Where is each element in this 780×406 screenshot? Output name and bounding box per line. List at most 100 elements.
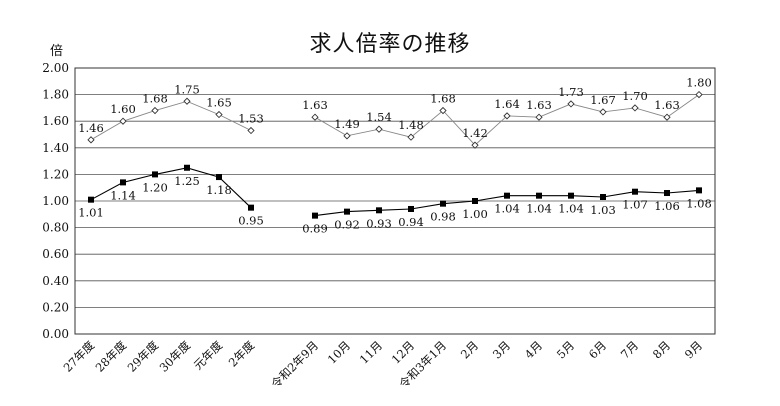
x-category-label: 令和2年9月 (268, 338, 321, 391)
data-point (631, 104, 639, 112)
y-tick-label: 1.40 (42, 141, 69, 155)
data-point (312, 212, 318, 219)
data-point (503, 112, 511, 120)
series-line (90, 100, 252, 141)
y-tick-labels: 0.00 0.20 0.40 0.60 0.80 1.00 1.20 1.40 1.60 1.80… (42, 61, 69, 341)
y-tick-label: 0.80 (42, 221, 69, 235)
y-tick-label: 0.40 (42, 274, 69, 288)
x-category-label: 4月 (522, 338, 545, 361)
data-label: 1.80 (686, 76, 712, 90)
data-label: 1.73 (558, 85, 584, 99)
x-category-label: 7月 (618, 338, 641, 361)
data-point (215, 110, 223, 119)
y-axis-unit-label: 倍 (50, 44, 64, 59)
data-label: 1.42 (462, 126, 488, 140)
x-category-label: 元年度 (191, 338, 226, 373)
data-label: 1.07 (622, 198, 648, 212)
data-label: 0.89 (302, 222, 328, 236)
data-point (567, 100, 575, 108)
data-label: 1.64 (494, 97, 520, 111)
data-point (599, 108, 607, 116)
data-point (152, 171, 158, 178)
data-label: 1.01 (78, 206, 104, 220)
data-point (408, 205, 414, 212)
data-label: 1.14 (110, 188, 136, 202)
data-label: 1.04 (526, 202, 552, 216)
data-label: 1.18 (206, 183, 232, 197)
data-label: 1.63 (654, 98, 680, 112)
data-label: 1.03 (590, 203, 616, 217)
data-point (375, 125, 383, 133)
data-label: 0.93 (366, 216, 392, 230)
data-point (88, 196, 94, 203)
data-label: 1.06 (654, 199, 680, 213)
data-label: 1.54 (366, 110, 392, 124)
y-tick-label: 1.00 (42, 194, 69, 208)
data-point (696, 187, 702, 194)
data-point (183, 97, 191, 105)
data-point (471, 141, 479, 149)
data-label: 1.75 (174, 82, 200, 96)
data-point (632, 188, 638, 195)
data-label: 1.65 (206, 96, 232, 110)
x-category-label: 11月 (357, 338, 385, 366)
y-tick-label: 0.60 (42, 247, 69, 261)
data-label: 1.68 (142, 92, 168, 106)
data-label: 1.04 (494, 202, 520, 216)
x-category-label: 9月 (682, 338, 705, 361)
data-point (184, 164, 190, 171)
data-point (440, 200, 446, 207)
data-point (600, 194, 606, 201)
data-point (311, 113, 319, 121)
grid-layer (75, 67, 715, 335)
x-category-label: 12月 (389, 338, 417, 366)
data-point (343, 132, 351, 140)
data-point (216, 174, 222, 181)
x-category-label: 3月 (490, 338, 513, 361)
data-label: 1.25 (174, 174, 200, 188)
x-category-label: 30年度 (157, 338, 194, 375)
data-label: 1.46 (78, 121, 104, 135)
y-tick-label: 1.20 (42, 167, 69, 181)
data-point (664, 190, 670, 197)
data-point (344, 208, 350, 215)
series-line (90, 167, 252, 209)
data-label: 1.04 (558, 202, 584, 216)
data-label: 1.63 (302, 98, 328, 112)
data-point (663, 113, 671, 121)
data-label: 1.20 (142, 180, 168, 194)
data-label: 1.53 (238, 112, 264, 126)
data-point (439, 106, 447, 115)
series-1: 1.46 1.60 1.68 1.75 1.65 1.53 1.63 1.49 1.54 1.48… (78, 76, 712, 149)
data-label: 0.95 (238, 214, 264, 228)
y-tick-label: 0.20 (42, 300, 69, 314)
data-point (407, 133, 415, 141)
data-label: 1.00 (462, 207, 488, 221)
data-label: 1.63 (526, 98, 552, 112)
data-point (568, 192, 574, 199)
chart-title: 求人倍率の推移 (309, 32, 471, 57)
data-point (376, 207, 382, 214)
x-category-label: 5月 (554, 338, 577, 361)
data-label: 1.68 (430, 92, 456, 106)
series-layer: 1.46 1.60 1.68 1.75 1.65 1.53 1.63 1.49 1.54 1.48… (78, 76, 712, 236)
y-tick-label: 2.00 (42, 61, 69, 75)
data-point (504, 192, 510, 199)
data-point (535, 113, 543, 121)
data-point (248, 204, 254, 211)
y-tick-label: 1.60 (42, 114, 69, 128)
data-label: 1.48 (398, 118, 424, 132)
data-label: 0.92 (334, 218, 360, 232)
data-label: 1.60 (110, 102, 136, 116)
data-point (87, 136, 95, 144)
series-2: 1.01 1.14 1.20 1.25 1.18 0.95 0.89 0.92 0.93 0.94… (78, 164, 712, 236)
x-category-label: 10月 (325, 338, 353, 366)
data-point (695, 90, 703, 99)
data-point (472, 198, 478, 204)
x-category-label: 27年度 (61, 338, 98, 375)
plot-frame (74, 67, 716, 335)
x-category-label: 2年度 (226, 338, 258, 370)
y-tick-label: 1.80 (42, 88, 69, 102)
